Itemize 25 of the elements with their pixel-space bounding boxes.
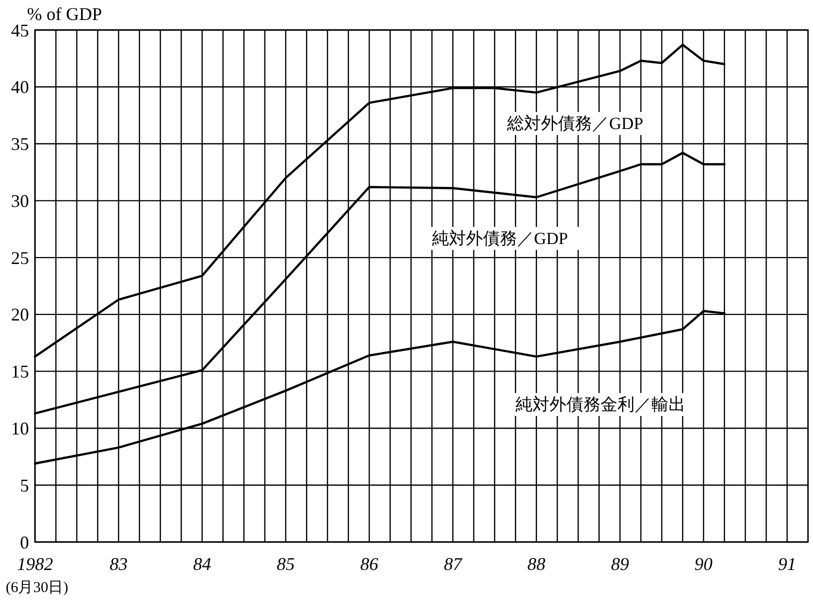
y-tick-label: 20 — [11, 304, 29, 325]
x-tick-label: 87 — [444, 554, 463, 574]
text: 純対外債務金利／輸出 — [516, 395, 686, 414]
x-tick-label: 86 — [360, 554, 378, 574]
y-tick-label: 10 — [11, 418, 29, 439]
x-tick-label: 89 — [610, 554, 629, 574]
x-tick-label: 85 — [276, 554, 295, 574]
y-tick-label: 30 — [11, 190, 29, 211]
series-label: 総対外債務／GDP — [506, 114, 644, 133]
text: (6月30日) — [6, 580, 68, 596]
y-tick-label: 5 — [20, 475, 29, 496]
y-tick-label: 35 — [11, 134, 29, 154]
x-tick-label: 84 — [193, 554, 212, 574]
y-tick-label: 25 — [11, 248, 29, 268]
y-tick-label: 15 — [11, 362, 29, 382]
y-tick-label: 40 — [11, 77, 29, 98]
x-tick-label: 90 — [694, 554, 713, 574]
x-tick-label: 88 — [527, 554, 546, 574]
x-tick-label: 1982 — [17, 554, 53, 574]
x-tick-label: 83 — [110, 554, 128, 574]
y-tick-label: 0 — [20, 532, 29, 552]
x-tick-label: 91 — [778, 554, 796, 574]
y-axis-title: % of GDP — [27, 4, 102, 24]
text: 純対外債務／GDP — [432, 228, 568, 248]
y-tick-label: 45 — [11, 20, 29, 40]
